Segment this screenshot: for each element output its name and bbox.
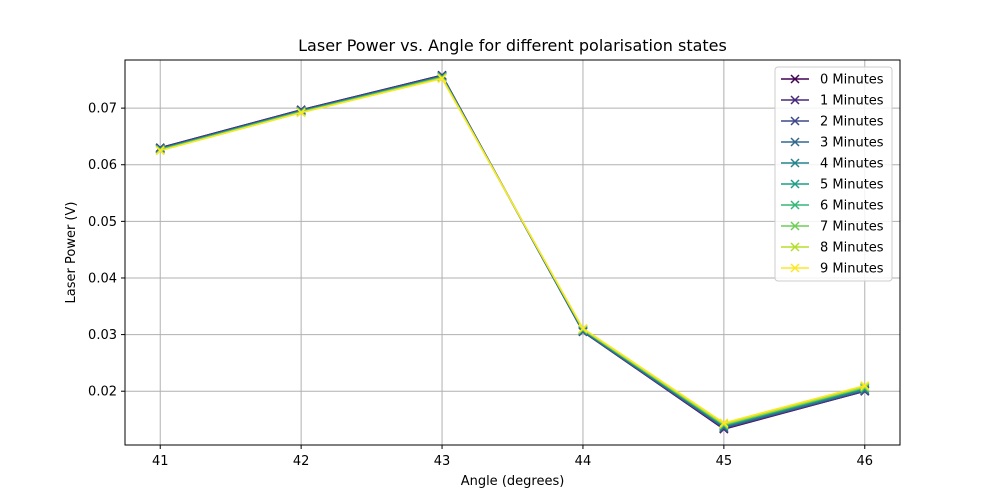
y-tick-label: 0.06 xyxy=(88,158,117,173)
grid-lines xyxy=(125,60,900,445)
x-tick-label: 43 xyxy=(434,454,451,469)
legend-label: 3 Minutes xyxy=(820,136,884,151)
legend-marker xyxy=(790,116,800,126)
y-tick-label: 0.03 xyxy=(88,328,117,343)
x-tick-label: 42 xyxy=(293,454,310,469)
legend-label: 9 Minutes xyxy=(820,262,884,277)
data-point-marker xyxy=(296,108,306,118)
legend-item: 5 Minutes xyxy=(781,178,884,193)
legend-item: 2 Minutes xyxy=(781,115,884,130)
x-tick-label: 46 xyxy=(856,454,873,469)
legend-label: 5 Minutes xyxy=(820,178,884,193)
data-point-marker xyxy=(860,382,870,392)
legend-item: 7 Minutes xyxy=(781,220,884,235)
legend-label: 2 Minutes xyxy=(820,115,884,130)
data-point-marker xyxy=(719,418,729,428)
legend-item: 3 Minutes xyxy=(781,136,884,151)
legend-label: 6 Minutes xyxy=(820,199,884,214)
legend-label: 0 Minutes xyxy=(820,73,884,88)
legend-item: 0 Minutes xyxy=(781,73,884,88)
legend: 0 Minutes 1 Minutes 2 Minutes 3 Minutes 4 Mi… xyxy=(774,66,893,282)
legend-item: 1 Minutes xyxy=(781,94,884,109)
data-point-marker xyxy=(155,146,165,156)
legend-label: 1 Minutes xyxy=(820,94,884,109)
data-point-marker xyxy=(860,381,870,391)
legend-item: 4 Minutes xyxy=(781,157,884,172)
data-point-marker xyxy=(437,74,447,84)
data-point-marker xyxy=(578,323,588,333)
legend-marker xyxy=(790,158,800,168)
x-tick-label: 44 xyxy=(575,454,592,469)
legend-marker xyxy=(790,263,800,273)
y-tick-label: 0.02 xyxy=(88,385,117,400)
x-axis-ticks: 41 42 43 44 45 46 xyxy=(152,445,873,469)
legend-marker xyxy=(790,137,800,147)
legend-marker xyxy=(790,200,800,210)
series-line xyxy=(160,77,865,424)
y-tick-label: 0.05 xyxy=(88,215,117,230)
legend-item: 9 Minutes xyxy=(781,262,884,277)
y-tick-label: 0.07 xyxy=(88,102,117,117)
plot-frame xyxy=(124,59,901,446)
legend-marker xyxy=(790,242,800,252)
x-axis-label: Angle (degrees) xyxy=(461,474,565,489)
series-9 xyxy=(155,74,870,428)
series-lines xyxy=(155,70,870,434)
x-tick-label: 41 xyxy=(152,454,169,469)
legend-marker xyxy=(790,95,800,105)
legend-item: 8 Minutes xyxy=(781,241,884,256)
chart-title: Laser Power vs. Angle for different pola… xyxy=(298,36,727,55)
legend-marker xyxy=(790,74,800,84)
legend-marker xyxy=(790,179,800,189)
x-tick-label: 45 xyxy=(716,454,733,469)
legend-label: 8 Minutes xyxy=(820,241,884,256)
y-axis-label: Laser Power (V) xyxy=(64,202,79,304)
y-tick-label: 0.04 xyxy=(88,271,117,286)
legend-label: 7 Minutes xyxy=(820,220,884,235)
legend-item: 6 Minutes xyxy=(781,199,884,214)
legend-marker xyxy=(790,221,800,231)
legend-label: 4 Minutes xyxy=(820,157,884,172)
y-axis-ticks: 0.02 0.03 0.04 0.05 0.06 0.07 xyxy=(88,102,125,400)
